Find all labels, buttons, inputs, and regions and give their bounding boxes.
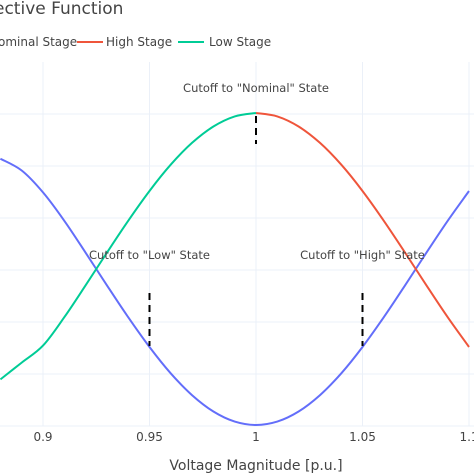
x-tick-label: 1.1 <box>459 430 474 444</box>
x-axis-ticks: 0.9 0.95 1 1.05 1.1 <box>33 430 474 444</box>
chart-title: ective Function <box>0 0 123 19</box>
x-tick-label: 0.95 <box>136 430 163 444</box>
legend-item-nominal[interactable]: ominal Stage <box>0 35 77 49</box>
gridlines <box>0 62 474 427</box>
annotations: Cutoff to "Nominal" State Cutoff to "Low"… <box>89 81 425 346</box>
legend: ominal Stage High Stage Low Stage <box>0 35 271 49</box>
legend-label-high: High Stage <box>106 35 172 49</box>
legend-item-high[interactable]: High Stage <box>77 35 172 49</box>
series-layer <box>0 112 470 427</box>
series-line-nominal <box>0 157 470 427</box>
x-axis-title: Voltage Magnitude [p.u.] <box>169 458 342 474</box>
legend-label-low: Low Stage <box>209 35 271 49</box>
series-line-high <box>255 112 470 348</box>
legend-item-low[interactable]: Low Stage <box>178 35 271 49</box>
annotation-low-label: Cutoff to "Low" State <box>89 248 210 262</box>
annotation-high-label: Cutoff to "High" State <box>300 248 425 262</box>
x-tick-label: 0.9 <box>33 430 52 444</box>
x-tick-label: 1.05 <box>349 430 376 444</box>
x-tick-label: 1 <box>252 430 260 444</box>
series-line-low <box>0 112 257 381</box>
legend-label-nominal: ominal Stage <box>0 35 77 49</box>
annotation-nominal-label: Cutoff to "Nominal" State <box>183 81 329 95</box>
